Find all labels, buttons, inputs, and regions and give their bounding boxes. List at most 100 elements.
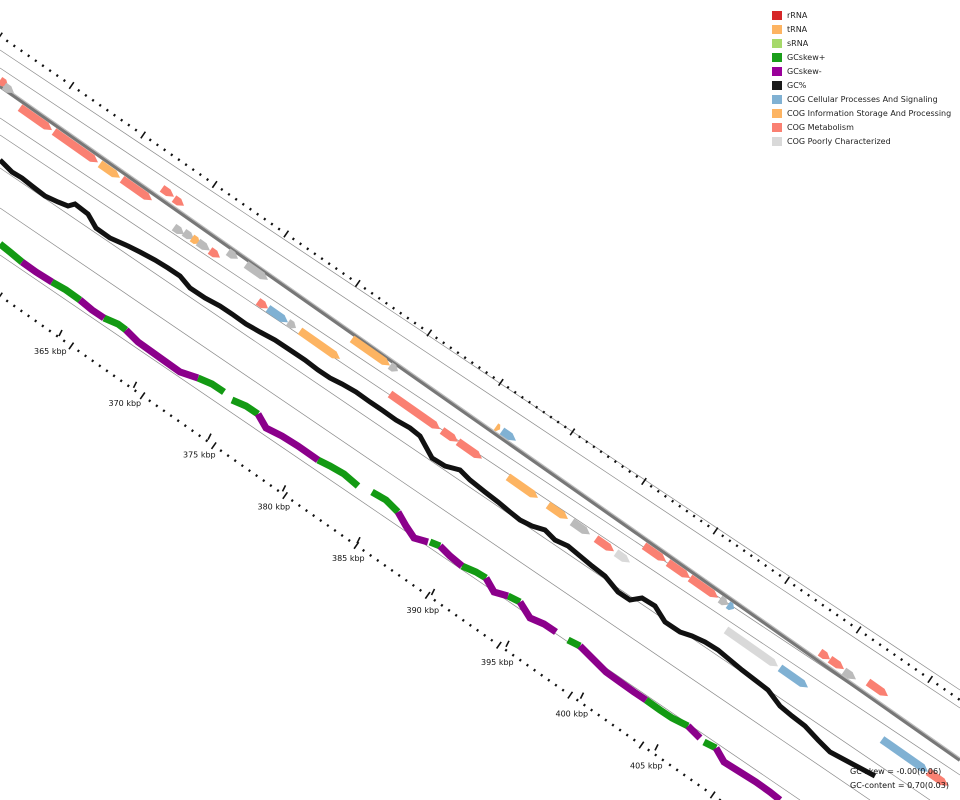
cog-info-swatch	[772, 108, 782, 118]
legend: rRNA tRNA sRNA GCskew+ GCskew- GC% COG Cellula…	[772, 8, 951, 148]
minor-tick	[468, 623, 472, 627]
minor-tick	[663, 494, 667, 498]
gene-feature-track	[0, 77, 948, 786]
minor-tick	[191, 168, 195, 172]
minor-tick	[205, 439, 209, 443]
minor-tick	[885, 648, 889, 652]
minor-tick	[506, 385, 510, 389]
minor-tick	[392, 306, 396, 310]
major-tick	[638, 741, 645, 749]
minor-tick	[520, 395, 524, 399]
minor-tick	[413, 321, 417, 325]
minor-tick	[461, 618, 465, 622]
legend-item: sRNA	[772, 36, 951, 50]
minor-tick	[219, 449, 223, 453]
major-tick	[354, 279, 361, 288]
minor-tick	[55, 74, 59, 78]
legend-item: GCskew-	[772, 64, 951, 78]
gene-arrow	[387, 390, 440, 430]
minor-tick	[390, 568, 394, 572]
minor-tick	[277, 227, 281, 231]
minor-tick	[547, 678, 551, 682]
major-tick	[709, 791, 716, 799]
minor-tick	[647, 748, 651, 752]
minor-tick	[742, 549, 746, 553]
minor-tick	[807, 593, 811, 597]
minor-tick	[525, 663, 529, 667]
gene-arrow	[207, 247, 220, 258]
minor-tick	[513, 390, 517, 394]
gene-arrow	[189, 234, 200, 244]
gene-arrow	[51, 128, 98, 163]
gene-arrow	[925, 768, 948, 786]
minor-tick	[561, 688, 565, 692]
minor-tick	[377, 296, 381, 300]
minor-tick	[420, 326, 424, 330]
minor-tick	[313, 252, 317, 256]
minor-tick	[76, 349, 80, 353]
minor-tick	[635, 474, 639, 479]
minor-tick	[91, 98, 95, 102]
minor-tick	[542, 410, 546, 414]
minor-tick	[706, 524, 710, 528]
major-tick	[353, 541, 360, 550]
minor-tick	[433, 598, 437, 602]
major-tick	[927, 675, 934, 684]
minor-tick	[611, 723, 615, 727]
minor-tick	[411, 583, 415, 587]
minor-tick	[504, 648, 508, 652]
minor-tick	[227, 192, 231, 196]
minor-tick	[148, 138, 152, 142]
minor-tick	[950, 692, 954, 696]
minor-tick	[842, 618, 846, 622]
inner-scale-ticks	[0, 292, 722, 800]
legend-label: GC%	[787, 80, 807, 90]
gene-arrow	[297, 327, 340, 359]
minor-tick	[654, 753, 658, 757]
gene-arrow	[387, 362, 398, 372]
minor-tick	[220, 187, 224, 191]
kbp-major-tick	[58, 329, 63, 337]
outer-scale-ticks	[0, 32, 960, 701]
gene-arrow	[225, 248, 238, 259]
minor-tick	[91, 359, 95, 363]
legend-item: GC%	[772, 78, 951, 92]
minor-tick	[55, 334, 59, 338]
minor-tick	[369, 553, 373, 557]
minor-tick	[27, 314, 31, 318]
gc-content-value: GC-content = 0.70(0.03)	[850, 781, 949, 790]
gene-arrow	[1, 82, 15, 93]
minor-tick	[241, 202, 245, 206]
minor-tick	[628, 469, 632, 474]
major-tick	[495, 641, 502, 649]
minor-tick	[12, 44, 16, 48]
minor-tick	[133, 389, 137, 393]
minor-tick	[540, 673, 544, 677]
gene-arrow	[285, 319, 296, 329]
legend-item: COG Poorly Characterized	[772, 134, 951, 148]
minor-tick	[327, 262, 331, 266]
kbp-major-tick	[654, 744, 659, 751]
minor-tick	[41, 64, 45, 68]
minor-tick	[376, 558, 380, 562]
genome-backbone-highlight	[0, 83, 960, 759]
major-tick	[569, 428, 576, 436]
minor-tick	[183, 424, 187, 428]
trna-swatch	[772, 24, 782, 34]
legend-label: COG Cellular Processes And Signaling	[787, 94, 938, 104]
minor-tick	[671, 499, 675, 503]
minor-tick	[105, 108, 109, 112]
minor-tick	[771, 568, 775, 573]
gene-arrow	[817, 648, 830, 660]
minor-tick	[19, 309, 23, 313]
minor-tick	[226, 454, 230, 458]
kbp-major-tick	[505, 640, 510, 648]
kbp-tick-label: 365 kbp	[34, 347, 67, 356]
minor-tick	[699, 519, 703, 523]
gene-arrow	[723, 626, 778, 667]
minor-tick	[349, 276, 353, 281]
minor-tick	[248, 207, 252, 211]
legend-label: rRNA	[787, 10, 808, 20]
minor-tick	[434, 336, 438, 340]
major-tick	[283, 230, 290, 238]
